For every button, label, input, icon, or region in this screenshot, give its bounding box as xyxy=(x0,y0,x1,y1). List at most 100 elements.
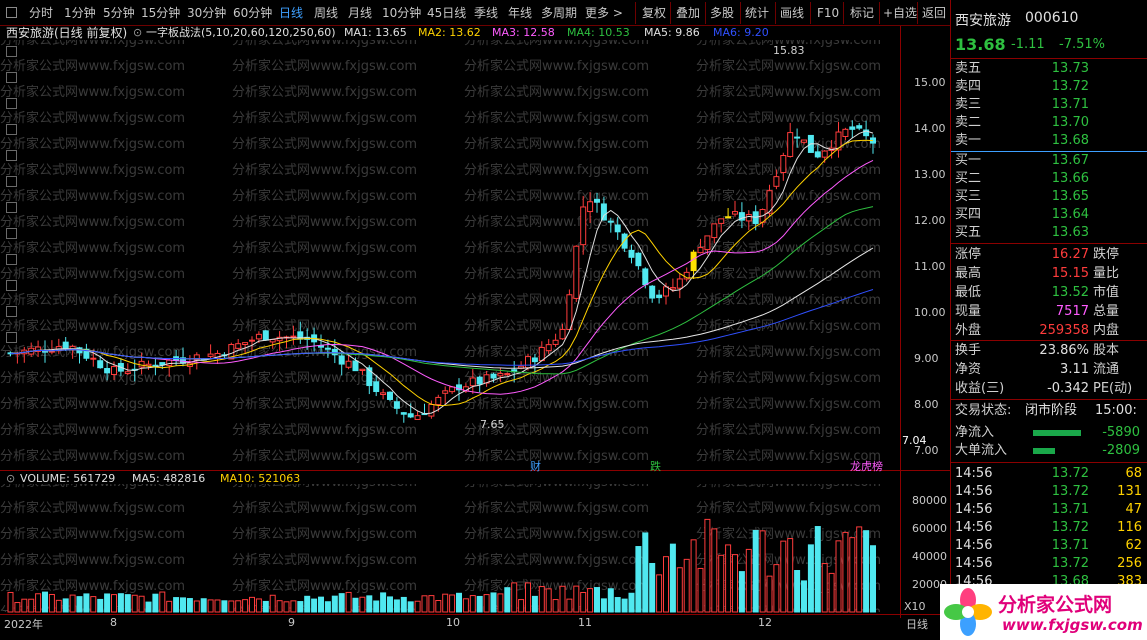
price-tick: 14.00 xyxy=(914,122,946,135)
candle-body xyxy=(711,223,718,239)
big-order-inflow-row: 大单流入 -2809 xyxy=(951,442,1147,460)
tab-quarterly[interactable]: 季线 xyxy=(474,6,499,20)
bid-row[interactable]: 买二 13.66 xyxy=(951,170,1147,188)
ask-row[interactable]: 卖四 13.72 xyxy=(951,78,1147,96)
stat-row: 净资 3.11 流通 xyxy=(951,361,1147,379)
flow-value: -2809 xyxy=(1102,443,1140,458)
bid-row[interactable]: 买一 13.67 xyxy=(951,152,1147,170)
candle-body xyxy=(801,139,807,143)
volume-tick: 80000 xyxy=(912,494,947,507)
volume-bar xyxy=(656,574,663,613)
tab-yearly[interactable]: 年线 xyxy=(508,6,533,20)
stat-label: 最低 xyxy=(955,285,982,300)
volume-bar xyxy=(7,591,14,613)
ask-row[interactable]: 卖五 13.73 xyxy=(951,60,1147,78)
tab-weekly[interactable]: 周线 xyxy=(314,6,339,20)
tick-row: 14:56 13.72 131 xyxy=(951,483,1147,501)
volume-toggle-icon[interactable]: ⊙ xyxy=(6,472,16,485)
tab-monthly[interactable]: 月线 xyxy=(348,6,373,20)
candle-body xyxy=(490,373,497,379)
volume-bar xyxy=(504,587,511,613)
bid-row[interactable]: 买五 13.63 xyxy=(951,224,1147,242)
bid-row[interactable]: 买三 13.65 xyxy=(951,188,1147,206)
volume-bar xyxy=(249,596,255,613)
bid-row[interactable]: 买四 13.64 xyxy=(951,206,1147,224)
multi-stock-button[interactable]: 多股 xyxy=(710,6,735,20)
tab-1min[interactable]: 1分钟 xyxy=(64,6,96,20)
tab-45day[interactable]: 45日线 xyxy=(427,6,467,20)
tab-60min[interactable]: 60分钟 xyxy=(233,6,273,20)
candle-body xyxy=(704,235,711,251)
chart-divider xyxy=(0,470,950,471)
tab-more[interactable]: 更多 > xyxy=(585,6,623,20)
add-watchlist-button[interactable]: +自选 xyxy=(883,6,918,20)
stat-row: 最低 13.52 市值 xyxy=(951,284,1147,302)
volume-bar xyxy=(801,580,807,613)
tab-10min[interactable]: 10分钟 xyxy=(382,6,422,20)
ma1-label: MA1: 13.65 xyxy=(344,26,407,39)
tab-multi-period[interactable]: 多周期 xyxy=(541,6,578,20)
volume-bar xyxy=(814,526,821,613)
panel-divider xyxy=(951,340,1147,341)
current-price: 13.68 xyxy=(955,35,1006,54)
volume-bar xyxy=(131,594,138,613)
x-tick: 11 xyxy=(578,616,592,629)
volume-bar xyxy=(48,593,55,613)
overlay-button[interactable]: 叠加 xyxy=(676,6,701,20)
bid-price: 13.66 xyxy=(1051,171,1089,186)
volume-bar xyxy=(863,530,870,613)
volume-bar xyxy=(283,601,290,613)
bid-label: 买二 xyxy=(955,171,982,186)
ask-row[interactable]: 卖二 13.70 xyxy=(951,114,1147,132)
ask-price: 13.70 xyxy=(1051,115,1089,130)
ask-row[interactable]: 卖三 13.71 xyxy=(951,96,1147,114)
statistics-button[interactable]: 统计 xyxy=(745,6,770,20)
volume-bar xyxy=(600,598,607,613)
volume-bar xyxy=(531,595,538,613)
ask-label: 卖四 xyxy=(955,79,982,94)
volume-bar xyxy=(849,537,856,613)
draw-line-button[interactable]: 画线 xyxy=(780,6,805,20)
volume-bar xyxy=(835,540,842,613)
candle-body xyxy=(393,401,400,409)
trade-status-time: 15:00: xyxy=(1095,403,1137,418)
tab-daily[interactable]: 日线 xyxy=(279,6,304,20)
candle-body xyxy=(111,366,117,375)
event-cai-marker[interactable]: 财 xyxy=(530,460,541,473)
stat-label-2: PE(动) xyxy=(1093,381,1133,396)
stat-row: 涨停 16.27 跌停 xyxy=(951,246,1147,264)
event-bang-marker[interactable]: 龙虎榜 xyxy=(850,460,883,473)
fuquan-button[interactable]: 复权 xyxy=(642,6,667,20)
tick-time: 14:56 xyxy=(955,502,993,517)
ma-line xyxy=(10,289,874,366)
flow-label: 大单流入 xyxy=(955,443,1008,458)
x-tick: 8 xyxy=(110,616,117,629)
tab-30min[interactable]: 30分钟 xyxy=(187,6,227,20)
price-tick: 9.00 xyxy=(914,352,939,365)
candle-body xyxy=(649,285,656,299)
tab-5min[interactable]: 5分钟 xyxy=(103,6,135,20)
volume-bar xyxy=(428,595,435,613)
candle-body xyxy=(97,360,104,369)
tab-fenshi[interactable]: 分时 xyxy=(29,6,54,20)
event-die-marker[interactable]: 跌 xyxy=(650,460,661,473)
toolbar-checkbox[interactable] xyxy=(6,7,17,18)
back-button[interactable]: 返回 xyxy=(922,6,947,20)
formula-toggle-icon[interactable]: ⊙ xyxy=(133,26,143,39)
tab-15min[interactable]: 15分钟 xyxy=(141,6,181,20)
volume-bar xyxy=(138,595,145,613)
ask-row[interactable]: 卖一 13.68 xyxy=(951,132,1147,150)
candle-body xyxy=(587,201,594,213)
candle-body xyxy=(352,360,359,372)
mark-button[interactable]: 标记 xyxy=(850,6,875,20)
period-label[interactable]: 日线 xyxy=(906,618,928,631)
f10-button[interactable]: F10 xyxy=(817,6,840,20)
volume-bar xyxy=(642,532,649,613)
stat-value: 16.27 xyxy=(1051,247,1089,262)
formula-name[interactable]: 一字板战法(5,10,20,60,120,250,60) xyxy=(146,26,336,39)
volume-tick: 20000 xyxy=(912,578,947,591)
candle-body xyxy=(159,362,166,366)
volume-bar xyxy=(566,598,573,613)
stat-label-2: 市值 xyxy=(1093,285,1120,300)
